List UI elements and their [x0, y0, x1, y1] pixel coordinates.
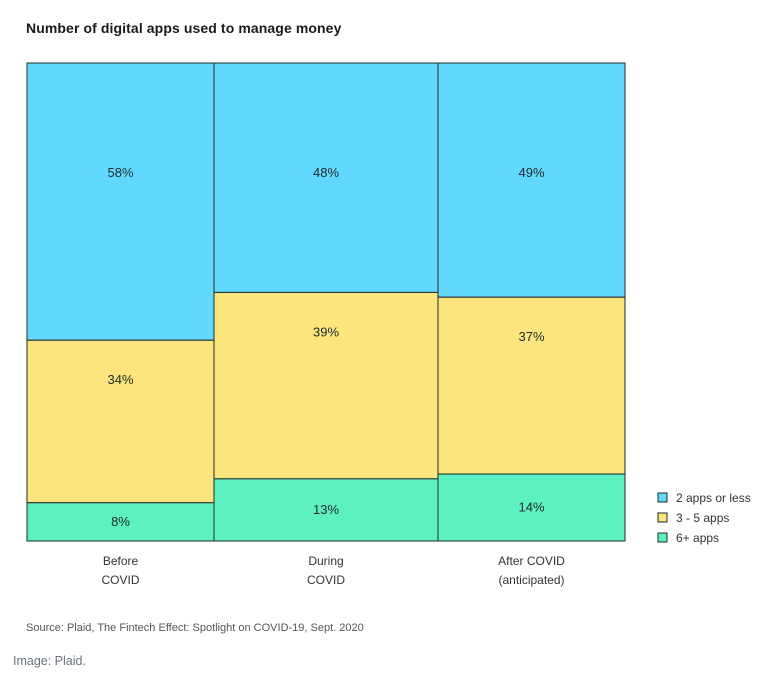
category-label-1-1: COVID — [307, 573, 345, 587]
mosaic-chart: 58% 34% 8% Before COVID 48% 39% 13% During COVID 4… — [26, 62, 751, 587]
data-label-2-2: 14% — [518, 500, 544, 515]
data-label-1-0: 48% — [313, 165, 339, 180]
legend-label-1: 3 - 5 apps — [676, 511, 729, 525]
category-label-1-0: During — [308, 554, 343, 568]
legend-label-2: 6+ apps — [676, 531, 719, 545]
segment-0-1 — [26, 339, 215, 504]
data-label-0-2: 8% — [111, 514, 130, 529]
legend-swatch-0 — [657, 492, 668, 503]
category-label-0-0: Before — [103, 554, 139, 568]
category-label-2-1: (anticipated) — [498, 573, 564, 587]
legend-label-0: 2 apps or less — [676, 491, 751, 505]
source-note: Source: Plaid, The Fintech Effect: Spotl… — [26, 622, 364, 634]
data-label-2-0: 49% — [518, 165, 544, 180]
segment-2-2 — [437, 473, 626, 542]
image-credit: Image: Plaid. — [13, 654, 86, 668]
data-label-1-1: 39% — [313, 324, 339, 339]
chart-title: Number of digital apps used to manage mo… — [26, 20, 342, 36]
segment-0-0 — [26, 62, 215, 341]
category-label-0-1: COVID — [101, 573, 139, 587]
segment-1-1 — [213, 291, 439, 480]
data-label-0-1: 34% — [107, 372, 133, 387]
legend-swatch-2 — [657, 532, 668, 543]
data-label-1-2: 13% — [313, 502, 339, 517]
data-label-0-0: 58% — [107, 165, 133, 180]
segment-1-0 — [213, 62, 439, 293]
segment-2-0 — [437, 62, 626, 298]
segment-2-1 — [437, 296, 626, 475]
data-label-2-1: 37% — [518, 329, 544, 344]
category-label-2-0: After COVID — [498, 554, 565, 568]
legend-swatch-1 — [657, 512, 668, 523]
